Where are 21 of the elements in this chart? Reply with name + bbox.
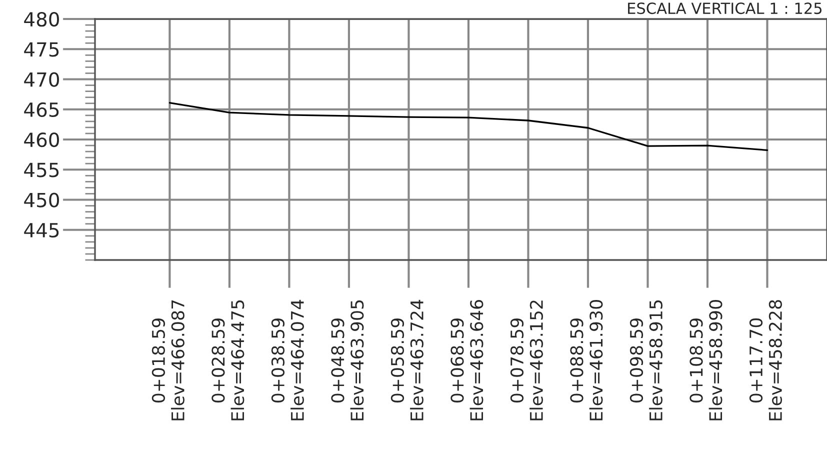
y-tick-label: 470 (24, 72, 59, 87)
y-tick-label: 460 (24, 132, 59, 148)
y-tick-label: 445 (24, 223, 59, 238)
y-tick-label: 480 (24, 12, 59, 27)
text: ESCALA VERTICAL 1 : 125 (628, 2, 822, 14)
y-tick-label: 455 (24, 162, 59, 178)
x-tick-label: 0+078.59 Elev=463.152 (510, 300, 543, 420)
y-tick-label: 475 (24, 42, 59, 57)
x-tick-label: 0+038.59 Elev=464.074 (271, 300, 304, 420)
x-tick-label: 0+098.59 Elev=458.915 (630, 300, 662, 420)
x-tick-label: 0+058.59 Elev=463.724 (390, 300, 424, 420)
x-tick-label: 0+108.59 Elev=458.990 (690, 300, 722, 420)
y-tick-label: 465 (24, 102, 59, 118)
line-series (168, 102, 768, 152)
x-tick-label: 0+048.59 Elev=463.905 (331, 300, 364, 420)
x-tick-label: 0+088.59 Elev=461.930 (570, 300, 603, 420)
x-tick-label: 0+068.59 Elev=463.646 (450, 300, 484, 420)
x-tick-label: 0+028.59 Elev=464.475 (212, 300, 244, 420)
x-tick-label: 0+018.59 Elev=466.087 (152, 300, 184, 420)
y-tick-label: 450 (24, 192, 59, 208)
x-tick-label: 0+117.70 Elev=458.228 (749, 300, 782, 420)
